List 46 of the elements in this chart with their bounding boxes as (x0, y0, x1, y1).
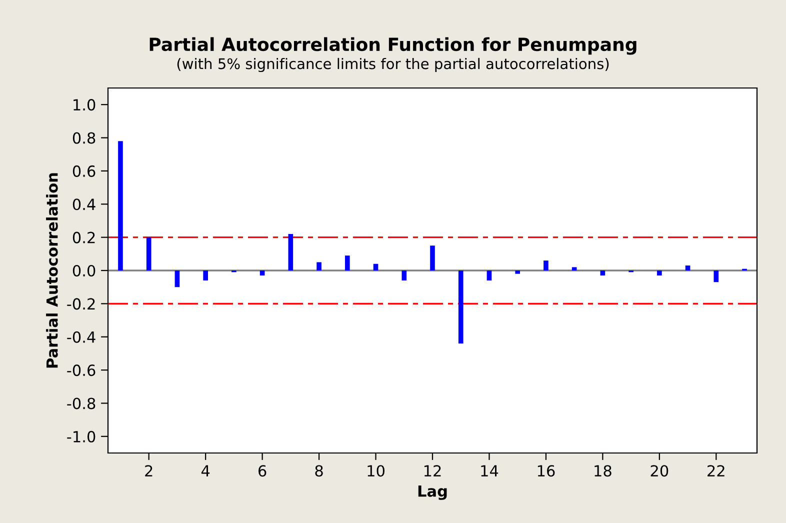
chart-subtitle: (with 5% significance limits for the partial autocorrelations) (177, 58, 609, 72)
bar (146, 237, 152, 270)
bar (685, 266, 690, 270)
y-tick-label: 0.8 (72, 132, 96, 144)
y-tick-label: -1.0 (67, 430, 96, 442)
y-tick-label: -0.6 (67, 364, 96, 376)
y-tick-label: -0.4 (67, 331, 96, 343)
bar (344, 256, 350, 270)
y-tick-label: 1.0 (74, 99, 96, 111)
x-tick-label: 14 (481, 465, 498, 476)
bar (714, 270, 719, 282)
y-tick-label: 0.4 (72, 198, 96, 210)
y-tick-label: 0.2 (72, 232, 95, 244)
x-tick-label: 22 (708, 465, 724, 476)
bar (118, 141, 123, 270)
bar (486, 270, 492, 280)
y-axis-title: Partial Autocorrelation (46, 173, 58, 368)
bar (288, 234, 294, 270)
chart-title: Partial Autocorrelation Function for Penumpang (150, 37, 636, 55)
y-tick-label: -0.2 (67, 298, 95, 310)
x-axis-title: Lag (418, 486, 447, 500)
bar (402, 270, 407, 280)
bar (316, 262, 322, 270)
x-tick-label: 18 (594, 465, 612, 477)
bar (203, 270, 208, 280)
x-tick-label: 10 (368, 465, 384, 477)
bar (657, 270, 662, 276)
bar (373, 264, 378, 270)
bar (174, 270, 180, 288)
bar (544, 260, 548, 270)
x-tick-label: 4 (201, 465, 210, 476)
y-tick-label: -0.8 (67, 398, 96, 410)
bar (515, 270, 520, 274)
x-tick-label: 2 (145, 465, 152, 476)
bar (430, 246, 435, 270)
x-tick-label: 16 (538, 465, 555, 477)
x-tick-label: 12 (424, 465, 441, 476)
bar (600, 270, 606, 276)
bar (572, 267, 577, 270)
bar (260, 270, 265, 276)
y-tick-label: 0.6 (72, 165, 96, 177)
bar (458, 270, 464, 344)
x-tick-label: 20 (650, 465, 668, 477)
y-tick-label: 0.0 (72, 264, 96, 277)
x-tick-label: 6 (258, 465, 266, 477)
x-tick-label: 8 (315, 465, 323, 477)
